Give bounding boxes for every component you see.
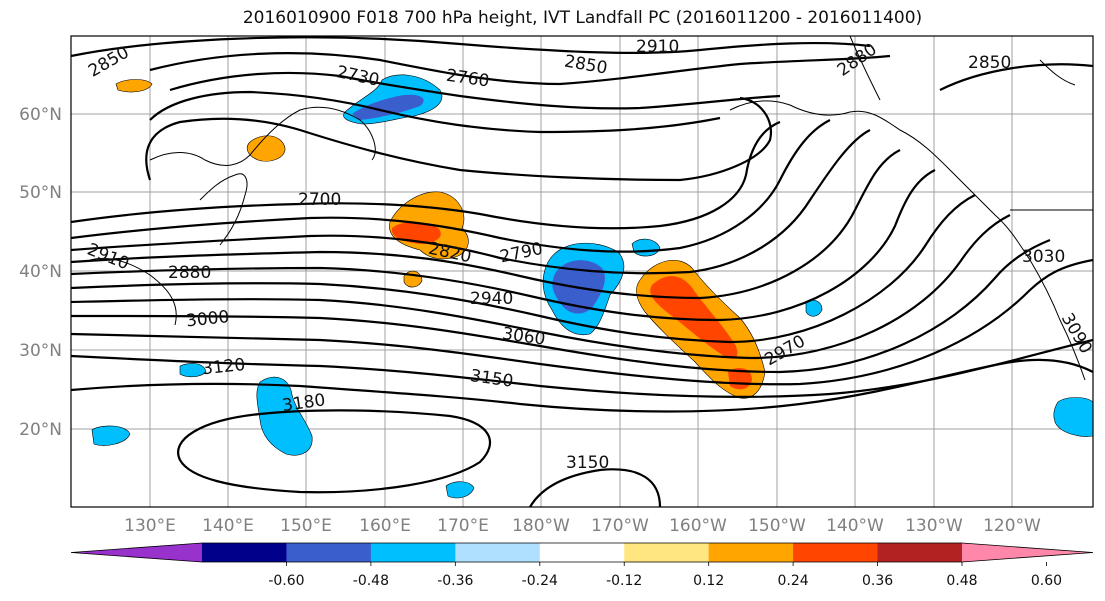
colorbar-tick-label: 0.60: [1031, 573, 1062, 589]
lat-label: 40°N: [19, 262, 62, 282]
contour-label: 2850: [968, 53, 1011, 73]
colorbar: -0.60 -0.48 -0.36 -0.24 -0.12 0.12 0.24 0.36 0.4…: [70, 542, 1094, 589]
contour-label: 2880: [168, 263, 211, 283]
lon-label: 160°E: [359, 516, 411, 536]
colorbar-swatch: [202, 543, 287, 562]
shade-positive-small-2: [115, 79, 153, 93]
colorbar-swatch: [708, 543, 794, 562]
shade-negative-small-6: [1053, 397, 1093, 437]
lon-label: 180°W: [512, 516, 570, 536]
contour-label: 2940: [470, 289, 513, 309]
colorbar-tick-label: 0.48: [946, 573, 977, 589]
lon-label: 150°E: [280, 516, 332, 536]
lat-label: 20°N: [19, 420, 62, 440]
contour-label: 3120: [201, 355, 246, 379]
contour-label: 2910: [636, 37, 679, 57]
map-frame: [70, 35, 1094, 508]
colorbar-swatch: [286, 543, 372, 562]
colorbar-tick-label: -0.12: [606, 573, 642, 589]
lat-label: 30°N: [19, 341, 62, 361]
colorbar-tick-label: 0.36: [862, 573, 893, 589]
lon-label: 140°W: [826, 516, 884, 536]
shade-positive-nw-core: [391, 222, 441, 244]
lat-label: 60°N: [19, 105, 62, 125]
colorbar-swatch: [455, 543, 541, 562]
lon-axis: 130°E 140°E 150°E 160°E 170°E 180°W 170°…: [124, 516, 1041, 536]
shade-negative-small-2: [256, 376, 313, 456]
shade-positive-small-1: [246, 135, 286, 162]
lon-label: 130°W: [905, 516, 963, 536]
lon-label: 150°W: [748, 516, 806, 536]
coastlines: [89, 36, 1093, 381]
colorbar-outline: [70, 542, 1094, 563]
colorbar-swatch: [370, 543, 456, 562]
shade-negative-bering-core: [352, 94, 424, 120]
colorbar-tick-label: -0.36: [437, 573, 473, 589]
lon-label: 120°W: [983, 516, 1041, 536]
colorbar-tick-label: 0.12: [693, 573, 724, 589]
shade-negative-small-4: [179, 363, 207, 378]
lon-label: 170°W: [591, 516, 649, 536]
contour-label: 2700: [298, 190, 341, 210]
lat-axis: 60°N 50°N 40°N 30°N 20°N: [19, 105, 62, 440]
colorbar-extension-high: [962, 543, 1093, 562]
colorbar-tick-label: -0.48: [353, 573, 389, 589]
shade-negative-small-5: [445, 481, 475, 499]
colorbar-swatch: [624, 543, 710, 562]
colorbar-tick-label: -0.60: [268, 573, 304, 589]
colorbar-swatch: [539, 543, 625, 562]
colorbar-swatch: [877, 543, 963, 562]
lon-label: 160°W: [669, 516, 727, 536]
lon-label: 130°E: [124, 516, 176, 536]
lon-label: 170°E: [437, 516, 489, 536]
colorbar-swatch: [793, 543, 879, 562]
map-title: 2016010900 F018 700 hPa height, IVT Land…: [242, 8, 923, 28]
lon-label: 140°E: [202, 516, 254, 536]
height-contours: [71, 36, 1093, 507]
contour-label: 3000: [185, 307, 230, 331]
colorbar-tick-label: 0.24: [778, 573, 809, 589]
contour-label: 3150: [566, 453, 609, 473]
shade-negative-small-3: [91, 425, 131, 446]
lat-label: 50°N: [19, 183, 62, 203]
colorbar-extension-low: [71, 543, 202, 562]
colorbar-tick-label: -0.24: [522, 573, 558, 589]
contour-label: 3030: [1022, 247, 1065, 267]
